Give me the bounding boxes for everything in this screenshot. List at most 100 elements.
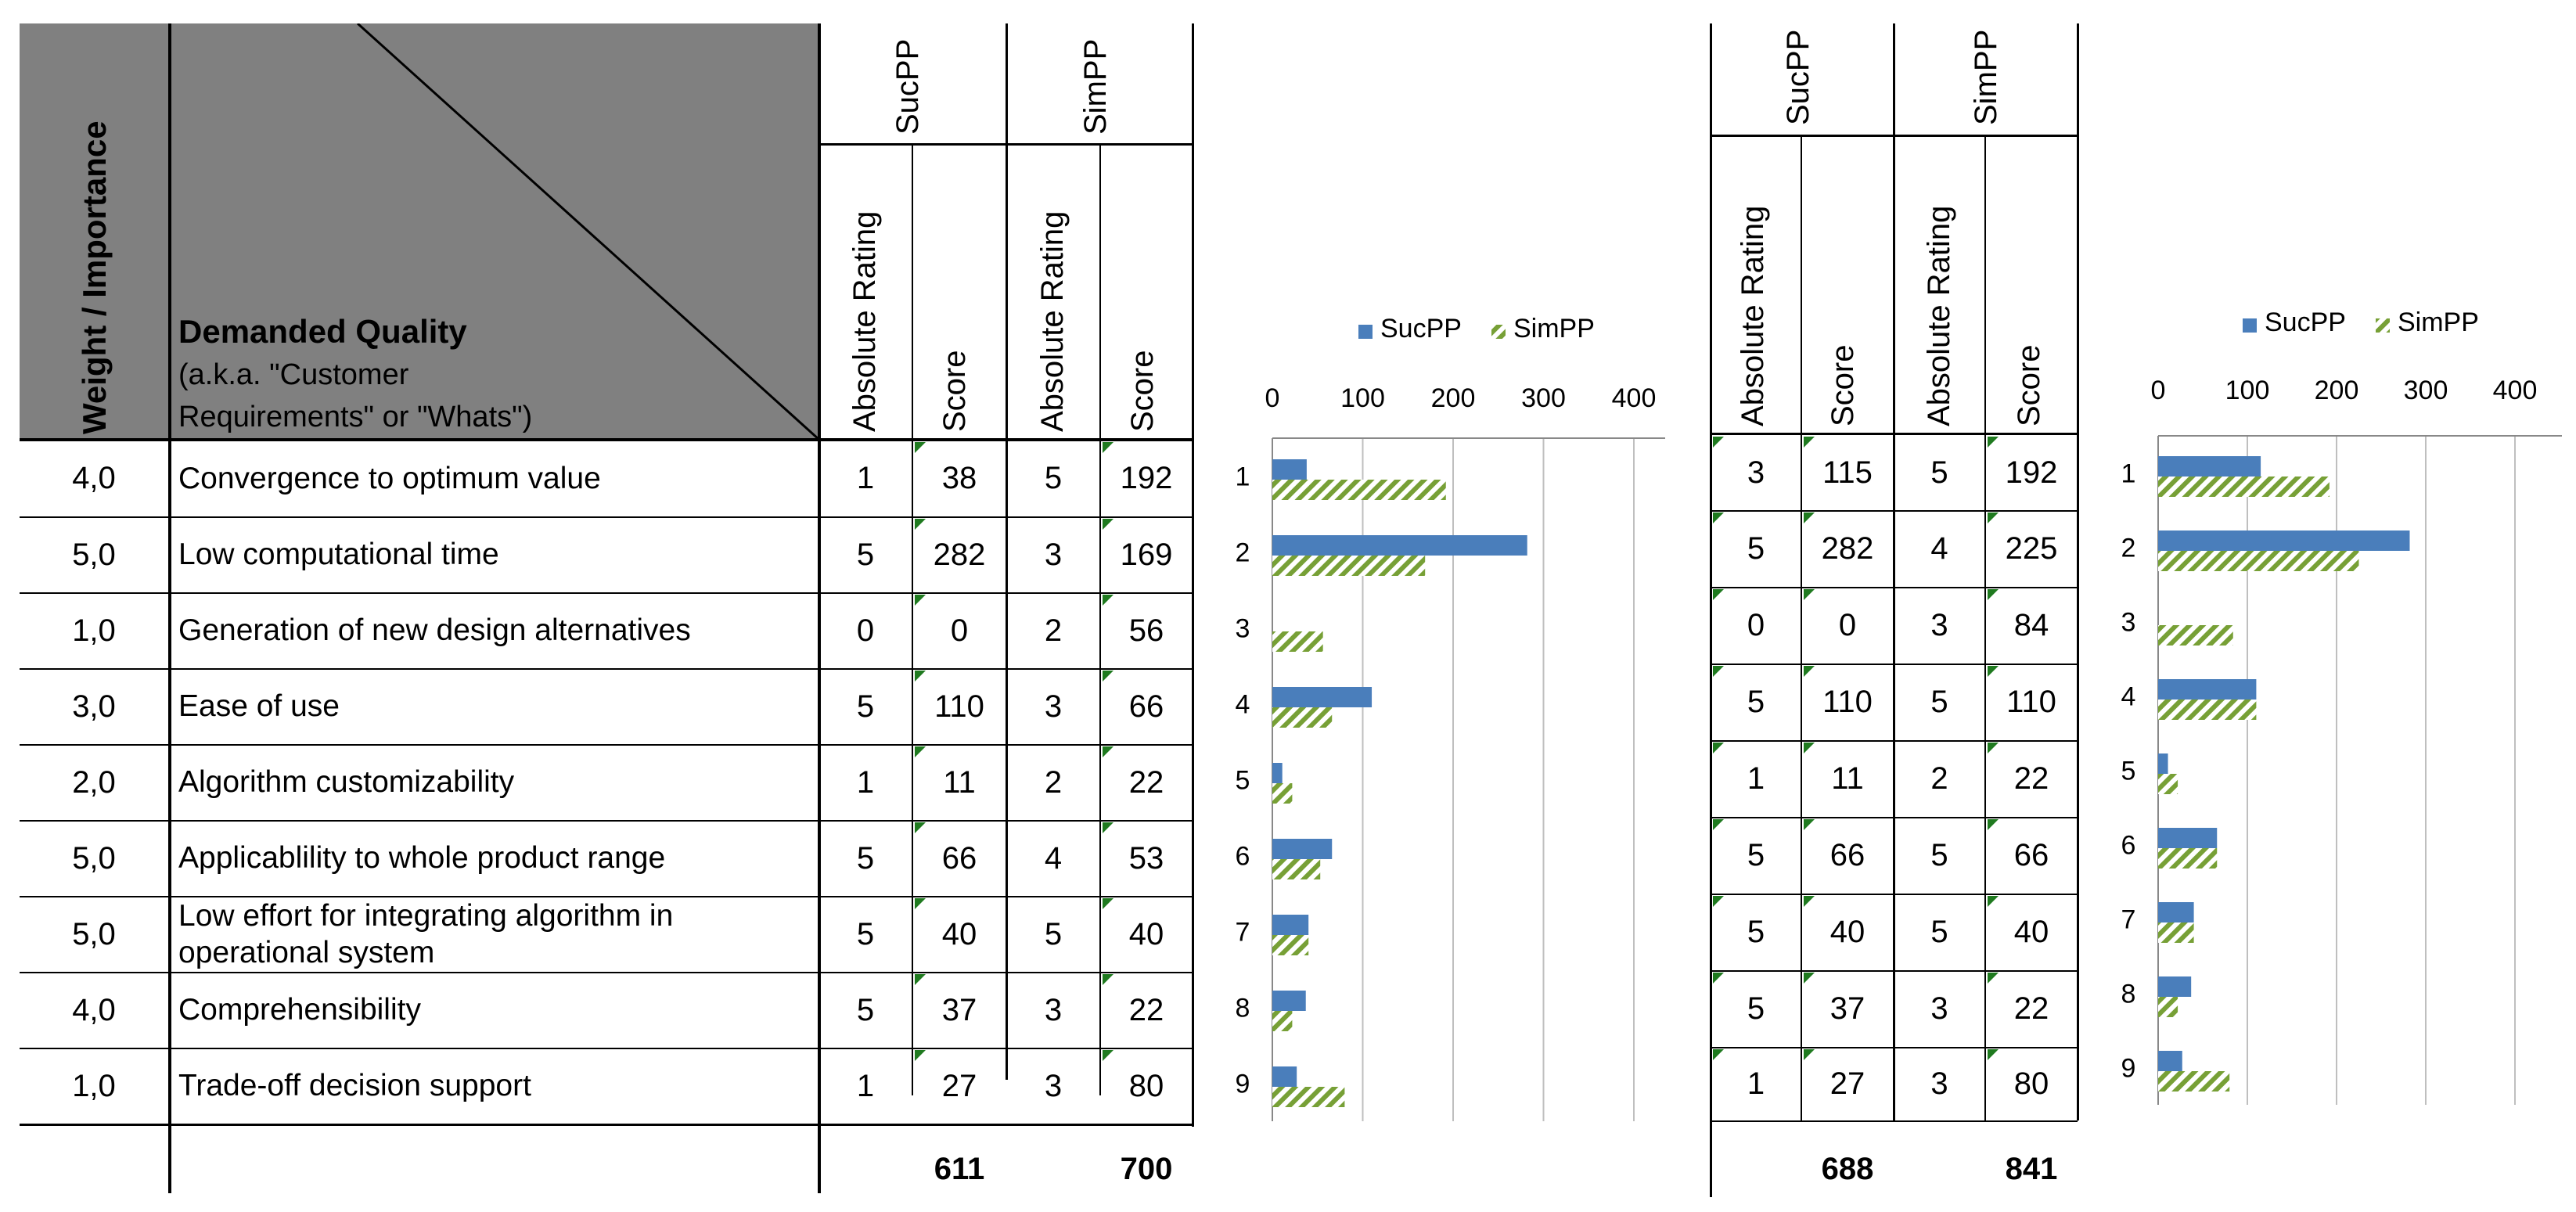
value-cell: 282 [933, 537, 986, 572]
value-cell: 1 [1747, 761, 1765, 796]
comment-marker [915, 822, 926, 833]
bar-sucpp [2158, 530, 2410, 551]
value-cell: 40 [1128, 916, 1164, 951]
diagonal-line [356, 23, 819, 440]
value-cell: 5 [1044, 461, 1063, 495]
category-label: 4 [1236, 690, 1250, 720]
grid-line [1984, 135, 1986, 1120]
category-label: 8 [2121, 980, 2136, 1009]
comment-marker [1713, 896, 1724, 907]
demanded-quality-title: Demanded Quality [178, 313, 467, 350]
group-label-sucpp: SucPP [890, 38, 925, 135]
comment-marker [1103, 671, 1114, 682]
bar-simpp [1272, 935, 1309, 955]
category-label: 3 [1236, 614, 1250, 644]
value-cell: 66 [2013, 838, 2049, 872]
bar-simpp [2158, 922, 2194, 943]
bar-sucpp [1272, 687, 1373, 707]
x-tick-label: 400 [2493, 376, 2538, 405]
total-simpp-2: 841 [2005, 1152, 2058, 1186]
value-cell: 3 [1044, 537, 1063, 572]
grid-line [1710, 740, 2078, 742]
x-tick-label: 100 [2225, 376, 2270, 405]
value-cell: 0 [1747, 608, 1765, 642]
value-cell: 40 [2013, 915, 2049, 949]
comment-marker [1988, 437, 1999, 448]
comment-marker [915, 898, 926, 909]
requirement-label: Low effort for integrating algorithm in o… [178, 897, 812, 971]
legend-label-sucpp: SucPP [1380, 314, 1462, 343]
bar-simpp [1272, 1011, 1293, 1031]
grid-line [1710, 970, 2078, 972]
left-border [168, 23, 171, 1193]
value-cell: 11 [1831, 761, 1864, 796]
weight-importance-label: Weight / Importance [76, 120, 113, 434]
total-sucpp-2: 688 [1821, 1152, 1874, 1186]
col-abs-simpp-2: Absolute Rating [1922, 205, 1956, 426]
x-tick-label: 100 [1340, 383, 1385, 413]
requirement-label-line2: operational system [178, 936, 435, 969]
bar-sucpp [1272, 535, 1527, 556]
comment-marker [1103, 898, 1114, 909]
grid-line [1099, 145, 1101, 1095]
quality-header-cell [170, 23, 819, 440]
value-cell: 192 [1120, 461, 1173, 495]
grid-line [818, 143, 1193, 146]
value-cell: 3 [1930, 608, 1948, 642]
bar-sucpp [1272, 991, 1306, 1011]
weight-cell: 5,0 [72, 840, 116, 876]
value-cell: 80 [2013, 1066, 2049, 1101]
grid-line [1801, 135, 1802, 1120]
bar-simpp [1272, 859, 1321, 879]
value-cell: 66 [941, 840, 977, 876]
col-abs-sucpp-2: Absolute Rating [1736, 205, 1770, 426]
comment-marker [915, 1050, 926, 1061]
weight-cell: 4,0 [72, 992, 116, 1027]
value-cell: 5 [1747, 915, 1765, 949]
bar-simpp [1272, 631, 1323, 652]
weight-cell: 5,0 [72, 537, 116, 572]
legend-swatch-sucpp [2243, 318, 2257, 333]
grid-line [1710, 1120, 2078, 1122]
grid-line [1192, 23, 1194, 1127]
weight-cell: 1,0 [72, 613, 116, 648]
bar-sucpp [2158, 902, 2194, 922]
value-cell: 5 [1747, 531, 1765, 566]
category-label: 7 [1236, 918, 1250, 948]
value-cell: 22 [1128, 992, 1164, 1027]
value-cell: 115 [1822, 455, 1873, 490]
comment-marker [1988, 589, 1999, 600]
grid-line [20, 592, 1193, 594]
comment-marker [915, 671, 926, 682]
bar-simpp [2158, 774, 2178, 794]
demanded-quality-subtitle-1: (a.k.a. "Customer [178, 358, 409, 391]
value-cell: 3 [1044, 992, 1063, 1027]
bar-sucpp [1272, 1066, 1297, 1087]
col-score-sucpp-2: Score [1826, 344, 1860, 427]
bar-chart-right: SucPP SimPP 0 100 200 300 400 1 2 3 4 5 6 7 8 9 [2121, 307, 2562, 1105]
value-cell: 0 [950, 613, 969, 648]
group-label-sucpp-2: SucPP [1781, 29, 1815, 125]
weight-cell: 2,0 [72, 764, 116, 800]
requirement-label: Algorithm customizability [178, 765, 515, 799]
bar-simpp [2158, 477, 2330, 497]
comment-marker [1713, 743, 1724, 753]
requirement-label: Trade-off decision support [178, 1069, 531, 1102]
value-cell: 4 [1930, 531, 1948, 566]
comment-marker [1988, 743, 1999, 753]
comment-marker [1713, 819, 1724, 830]
bar-simpp [1272, 480, 1446, 500]
value-cell: 40 [941, 916, 977, 951]
bar-sucpp [1272, 763, 1283, 783]
x-tick-label: 300 [1521, 383, 1566, 413]
category-label: 5 [1236, 766, 1250, 796]
x-tick-label: 300 [2404, 376, 2448, 405]
value-cell: 5 [1044, 916, 1063, 951]
group-label-simpp-2: SimPP [1969, 29, 2003, 125]
value-cell: 4 [1044, 840, 1063, 876]
legend-label-sucpp: SucPP [2265, 307, 2346, 337]
grid-line [1710, 817, 2078, 818]
value-cell: 80 [1128, 1068, 1164, 1103]
weight-cell: 1,0 [72, 1068, 116, 1103]
header-diagonal [356, 23, 819, 440]
